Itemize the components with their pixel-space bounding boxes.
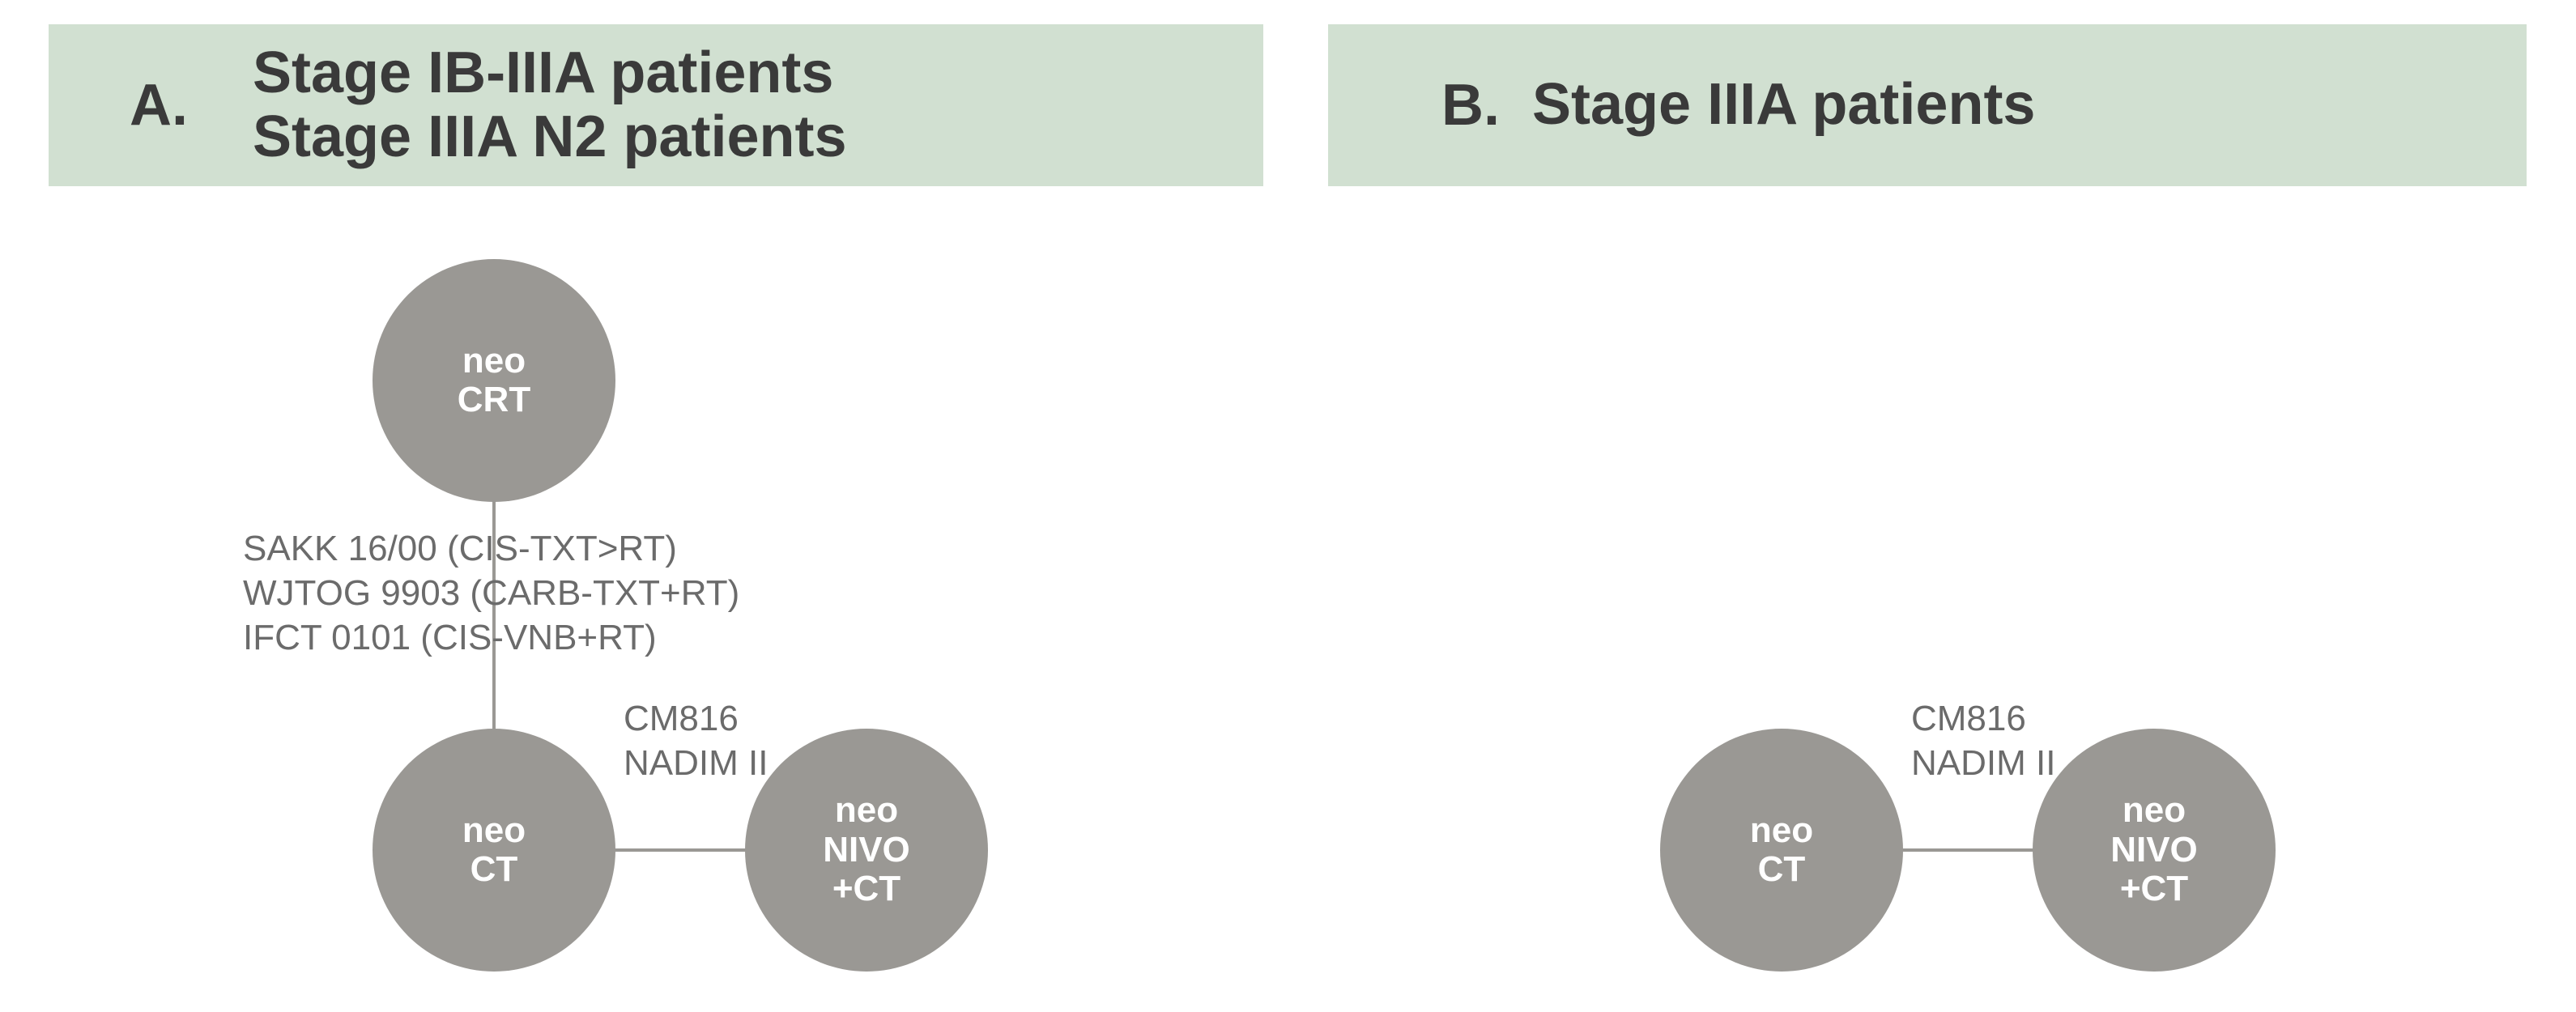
node-a_ct: neo CT [373,729,615,972]
edge-label-a_vert: SAKK 16/00 (CIS-TXT>RT)WJTOG 9903 (CARB-… [243,526,739,660]
panel-header-a: A. Stage IB-IIIA patientsStage IIIA N2 pa… [49,24,1263,186]
edge-label-a_horiz-line0: CM816 [624,696,768,741]
node-label-b_nivo: neo NIVO +CT [2110,791,2198,908]
edge-label-a_vert-line0: SAKK 16/00 (CIS-TXT>RT) [243,526,739,571]
node-a_nivo: neo NIVO +CT [745,729,988,972]
edge-label-b_horiz: CM816NADIM II [1911,696,2055,785]
edge-label-a_vert-line1: WJTOG 9903 (CARB-TXT+RT) [243,571,739,615]
panel-header-b: B. Stage IIIA patients [1328,24,2527,186]
panel-title-line1-b: Stage IIIA patients [1532,73,2035,137]
panel-title-block-a: Stage IB-IIIA patientsStage IIIA N2 pati… [253,41,847,169]
edge-label-b_horiz-line1: NADIM II [1911,741,2055,785]
edge-label-a_horiz: CM816NADIM II [624,696,768,785]
panel-letter-b: B. [1441,72,1500,138]
diagram-canvas: A. Stage IB-IIIA patientsStage IIIA N2 pa… [0,0,2576,1012]
node-label-a_crt: neo CRT [458,342,530,420]
node-label-b_ct: neo CT [1750,811,1813,890]
node-label-a_nivo: neo NIVO +CT [823,791,910,908]
panel-title-block-b: Stage IIIA patients [1532,73,2035,137]
node-a_crt: neo CRT [373,259,615,502]
panel-title-line2-a: Stage IIIA N2 patients [253,105,847,169]
panel-letter-a: A. [130,72,188,138]
node-label-a_ct: neo CT [462,811,526,890]
edge-label-a_vert-line2: IFCT 0101 (CIS-VNB+RT) [243,615,739,660]
edge-label-b_horiz-line0: CM816 [1911,696,2055,741]
panel-title-line1-a: Stage IB-IIIA patients [253,41,847,105]
node-b_nivo: neo NIVO +CT [2033,729,2276,972]
node-b_ct: neo CT [1660,729,1903,972]
edge-label-a_horiz-line1: NADIM II [624,741,768,785]
